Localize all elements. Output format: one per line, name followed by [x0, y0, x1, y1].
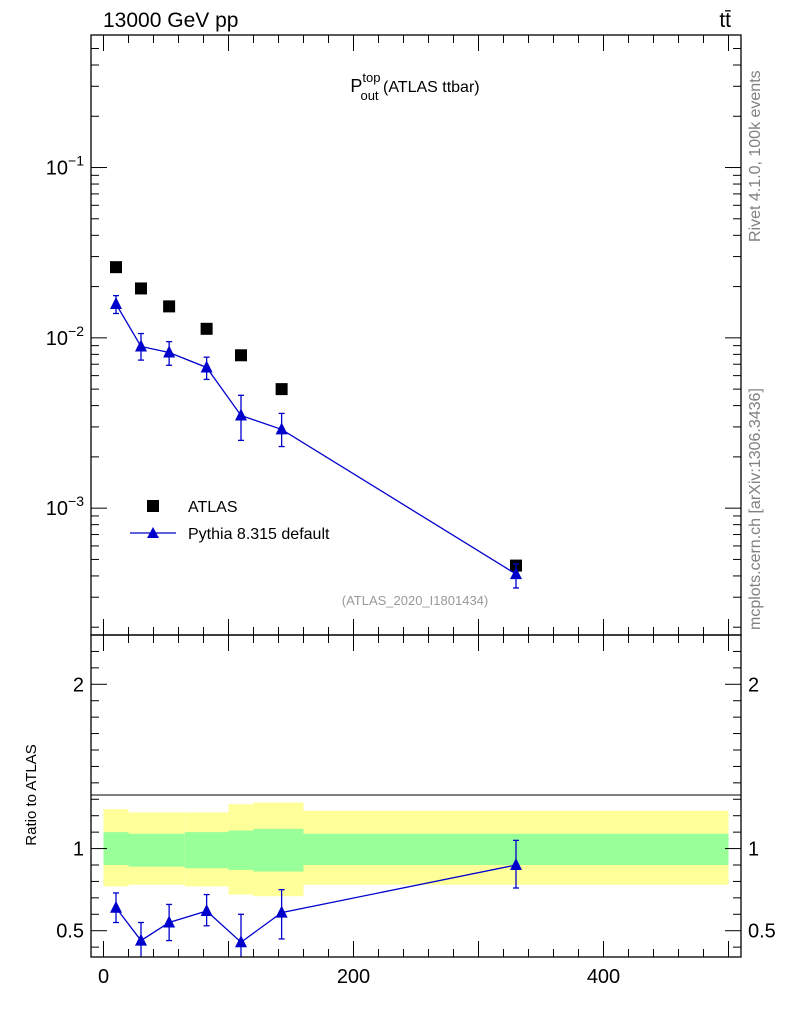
- ratio-ytick-label-left: 2: [73, 674, 84, 696]
- rivet-version-label: Rivet 4.1.0, 100k events: [747, 70, 764, 242]
- pythia-data-point: [235, 408, 247, 421]
- main-plot-title: Ptop out (ATLAS ttbar): [350, 70, 479, 103]
- ratio-plot-frame: [90, 634, 742, 958]
- ratio-xtick-label: 200: [337, 966, 370, 988]
- ratio-data-point: [510, 858, 522, 870]
- atlas-data-point: [163, 300, 176, 313]
- ratio-inner-band: [128, 833, 154, 867]
- atlas-data-point: [275, 383, 288, 396]
- energy-label: 13000 GeV pp: [103, 9, 238, 32]
- ratio-xtick-label: 0: [98, 966, 109, 988]
- main-plot: Ptop out (ATLAS ttbar) 10−1 10−2 10−3 ATLAS…: [46, 35, 741, 635]
- analysis-label: (ATLAS_2020_I1801434): [342, 593, 488, 608]
- ratio-ytick-label-right: 1: [748, 839, 759, 861]
- atlas-data-point: [235, 349, 247, 362]
- main-ytick-label: 10−3: [46, 493, 84, 520]
- pythia-data-point: [510, 567, 522, 580]
- mcplots-label: mcplots.cern.ch [arXiv:1306.3436]: [747, 388, 764, 630]
- ratio-data-point: [163, 915, 176, 928]
- ratio-ytick-label-left: 1: [73, 839, 84, 861]
- main-series: [110, 261, 522, 589]
- ratio-data-point: [275, 905, 288, 918]
- legend-pythia-marker: [147, 527, 159, 538]
- pythia-data-point: [163, 345, 176, 358]
- main-plot-frame: [90, 34, 742, 636]
- ratio-inner-band: [253, 828, 304, 872]
- legend-atlas-label: ATLAS: [188, 499, 238, 516]
- ratio-ytick-label-right: 0.5: [748, 921, 776, 943]
- process-label: tt̄: [719, 9, 731, 32]
- atlas-data-point: [135, 282, 147, 295]
- legend: ATLAS Pythia 8.315 default: [130, 499, 330, 543]
- ratio-data-point: [110, 900, 122, 913]
- ratio-xtick-label: 400: [587, 966, 620, 988]
- ratio-ytick-label-left: 0.5: [56, 921, 84, 943]
- ratio-inner-band: [103, 832, 129, 865]
- legend-atlas-marker: [147, 500, 159, 512]
- pythia-data-point: [200, 360, 213, 373]
- main-axis-ticks: 10−1 10−2 10−3: [46, 35, 741, 635]
- ratio-data-point: [200, 904, 213, 916]
- pythia-data-point: [135, 339, 147, 352]
- ratio-plot: 0.5 0.5 1 1 2 2 0 200 400 Ratio to ATLAS: [23, 635, 776, 988]
- main-ytick-label: 10−2: [46, 323, 84, 350]
- ratio-data-point: [235, 935, 247, 948]
- ratio-inner-band: [228, 830, 254, 870]
- ratio-data-point: [135, 933, 147, 946]
- ratio-series: [110, 839, 522, 957]
- pythia-data-point: [275, 422, 288, 435]
- atlas-data-point: [110, 261, 122, 274]
- pythia-data-point: [110, 297, 122, 310]
- ratio-inner-band: [184, 832, 229, 869]
- main-ytick-label: 10−1: [46, 153, 84, 180]
- ratio-uncertainty-bands: [103, 802, 729, 897]
- legend-pythia-label: Pythia 8.315 default: [188, 526, 330, 543]
- ratio-axis-ticks: 0.5 0.5 1 1 2 2 0 200 400: [56, 635, 776, 988]
- ratio-ytick-label-right: 2: [748, 674, 759, 696]
- ratio-ylabel: Ratio to ATLAS: [23, 744, 40, 845]
- atlas-data-point: [200, 322, 213, 335]
- ratio-inner-band: [153, 833, 185, 867]
